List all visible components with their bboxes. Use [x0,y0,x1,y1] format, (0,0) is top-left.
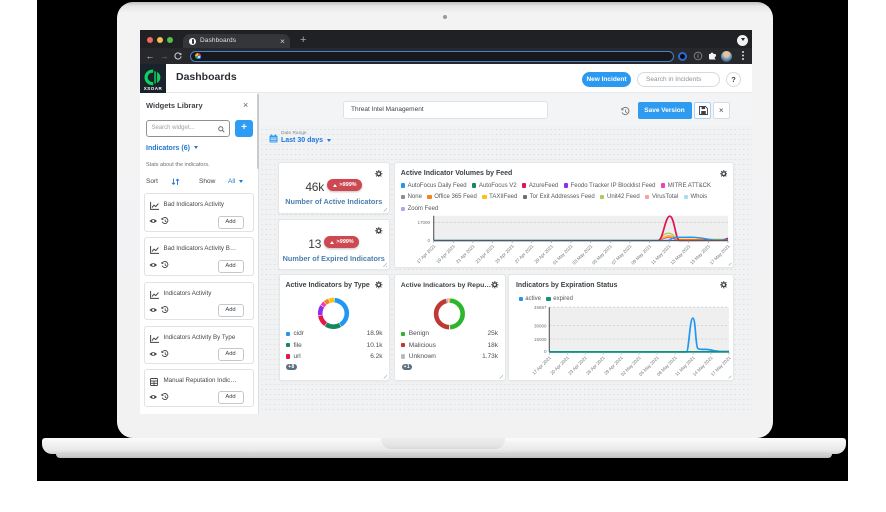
svg-text:17000: 17000 [417,220,430,225]
svg-text:27 Apr 2021: 27 Apr 2021 [514,243,535,264]
svg-text:21 Apr 2021: 21 Apr 2021 [455,243,476,264]
svg-text:45887: 45887 [534,305,547,310]
svg-text:30000: 30000 [534,323,547,328]
svg-text:19 Apr 2021: 19 Apr 2021 [435,243,456,264]
svg-text:23 Apr 2021: 23 Apr 2021 [475,243,496,264]
svg-text:0: 0 [427,238,430,243]
svg-text:15000: 15000 [534,337,547,342]
svg-text:17 May 2021: 17 May 2021 [709,243,731,265]
svg-text:0: 0 [544,349,547,354]
svg-text:25 Apr 2021: 25 Apr 2021 [494,243,515,264]
svg-text:17 Apr 2021: 17 Apr 2021 [416,243,437,264]
